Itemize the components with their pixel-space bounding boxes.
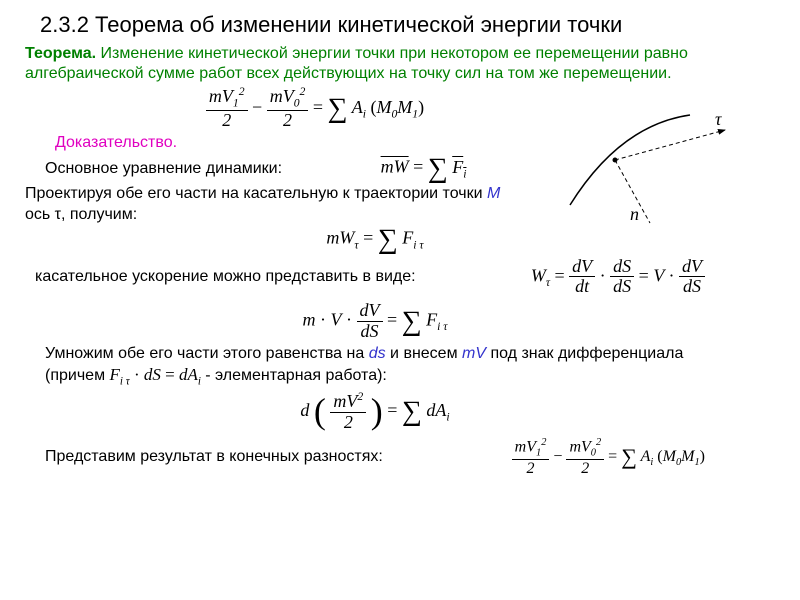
theorem-label: Теорема. xyxy=(25,45,96,62)
trajectory-curve xyxy=(570,115,690,205)
tau-label: τ xyxy=(715,109,722,129)
equation-differential-kinetic: d ( mV2 2 ) = ∑ dAi xyxy=(25,391,725,433)
equation-mv-dv-ds: m · V · dVdS = ∑ Fi τ xyxy=(25,301,725,342)
theorem-statement: Теорема. Изменение кинетической энергии … xyxy=(25,44,725,84)
text-tangential-accel: касательное ускорение можно представить … xyxy=(35,267,416,287)
tangent-axis xyxy=(615,130,725,160)
equation-result-finite: mV12 2 − mV02 2 = ∑ Ai (M0M1) xyxy=(383,437,725,478)
equation-tangential-accel: Wτ = dVdt · dSdS = V · dVdS xyxy=(416,257,725,298)
trajectory-diagram: τ n xyxy=(560,105,740,235)
text-finite-differences: Представим результат в конечных разностя… xyxy=(45,447,383,467)
text-multiply-ds: Умножим обе его части этого равенства на… xyxy=(45,344,725,389)
n-label: n xyxy=(630,204,639,224)
point-m xyxy=(613,158,618,163)
equation-elementary-work-inline: Fi τ · dS = dAi xyxy=(110,365,206,384)
section-title: 2.3.2 Теорема об изменении кинетической … xyxy=(40,12,725,38)
theorem-text: Изменение кинетической энергии точки при… xyxy=(25,45,688,82)
